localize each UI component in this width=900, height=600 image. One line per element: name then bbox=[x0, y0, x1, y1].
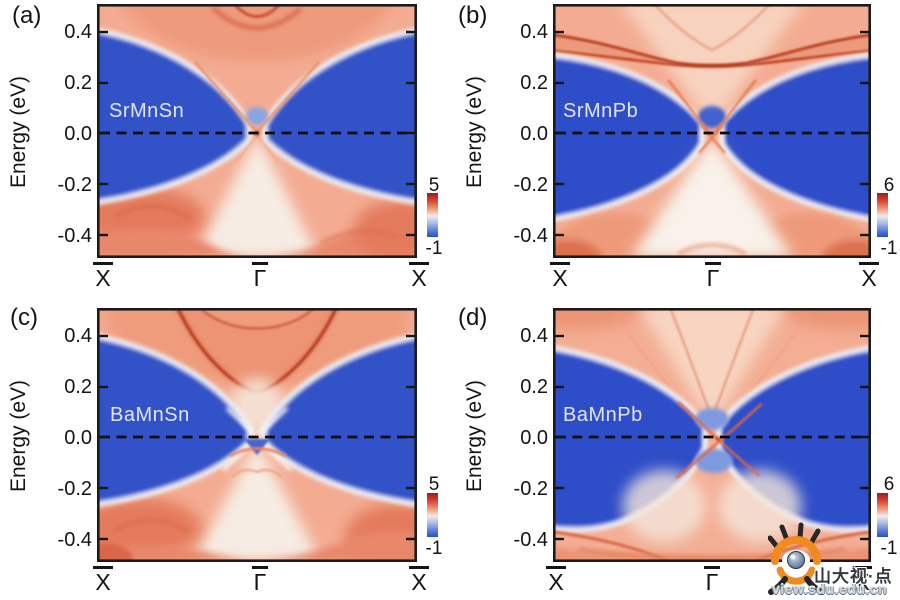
panel-c-kpoint-x-left: X bbox=[83, 566, 123, 596]
panel-a-colorbar bbox=[427, 193, 438, 237]
panel-c-ytick--0.4: -0.4 bbox=[57, 529, 92, 551]
axis-ticks bbox=[554, 334, 870, 541]
panel-d-ytick-0.4: 0.4 bbox=[520, 325, 548, 347]
panel-c-y-axis-label: Energy (eV) bbox=[7, 379, 30, 493]
plot-border bbox=[97, 4, 417, 258]
panel-b-colorbar bbox=[877, 193, 888, 237]
axis-ticks bbox=[99, 334, 415, 541]
panel-c-colorbar-max: 5 bbox=[428, 474, 440, 495]
panel-d-ytick--0.2: -0.2 bbox=[513, 478, 548, 500]
axis-ticks bbox=[99, 30, 415, 237]
panel-c-letter: (c) bbox=[10, 304, 38, 331]
panel-c-kpoint-gamma: Γ bbox=[240, 566, 280, 596]
spectral-art-b bbox=[553, 4, 871, 258]
panel-b-ytick--0.2: -0.2 bbox=[513, 174, 548, 196]
panel-a-ytick-0.2: 0.2 bbox=[64, 72, 92, 94]
spectral-art-c bbox=[97, 308, 417, 562]
panel-a-ytick--0.2: -0.2 bbox=[57, 174, 92, 196]
panel-a-letter: (a) bbox=[12, 2, 42, 29]
panel-d-ytick--0.4: -0.4 bbox=[513, 529, 548, 551]
panel-d-ytick-0.0: 0.0 bbox=[520, 427, 548, 449]
axis-ticks bbox=[554, 30, 870, 237]
panel-b-letter: (b) bbox=[458, 2, 488, 29]
panel-a-kpoint-gamma: Γ bbox=[240, 262, 280, 292]
panel-c-ytick--0.2: -0.2 bbox=[57, 478, 92, 500]
panel-b-ytick-0.2: 0.2 bbox=[520, 72, 548, 94]
panel-a-colorbar-min: -1 bbox=[425, 238, 443, 259]
panel-a-kpoint-x-left: X bbox=[83, 262, 123, 292]
panel-b-ytick-0.0: 0.0 bbox=[520, 123, 548, 145]
panel-d-y-axis-label: Energy (eV) bbox=[463, 379, 486, 493]
panel-b-kpoint-gamma: Γ bbox=[693, 262, 733, 292]
panel-d-heatmap bbox=[553, 308, 871, 562]
panel-a-ytick-0.4: 0.4 bbox=[64, 21, 92, 43]
panel-d-kpoint-x-right: X bbox=[842, 566, 882, 596]
panel-c-plot: BaMnSn bbox=[97, 308, 417, 562]
panel-b-kpoint-x-left: X bbox=[540, 262, 580, 292]
panel-c-heatmap bbox=[97, 308, 417, 562]
panel-b-y-axis-label: Energy (eV) bbox=[463, 75, 486, 189]
panel-d-kpoint-x-left: X bbox=[536, 566, 576, 596]
panel-b-heatmap bbox=[553, 4, 871, 258]
plot-border bbox=[553, 308, 871, 562]
spectral-art-d bbox=[553, 308, 871, 562]
panel-b-kpoint-x-right: X bbox=[849, 262, 889, 292]
panel-d-letter: (d) bbox=[458, 304, 488, 331]
panel-a-y-axis-label: Energy (eV) bbox=[7, 75, 30, 189]
panel-c-ytick-0.4: 0.4 bbox=[64, 325, 92, 347]
watermark-url: view.sdu.edu.cn bbox=[772, 581, 888, 597]
panel-a-kpoint-x-right: X bbox=[399, 262, 439, 292]
panel-b-plot: SrMnPb bbox=[553, 4, 871, 258]
panel-a-ytick--0.4: -0.4 bbox=[57, 225, 92, 247]
panel-d-colorbar bbox=[877, 493, 888, 537]
spectral-art-a bbox=[97, 4, 417, 258]
panel-c-colorbar bbox=[427, 493, 438, 537]
panel-a-heatmap bbox=[97, 4, 417, 258]
panel-c-compound-label: BaMnSn bbox=[110, 404, 190, 426]
eye-logo-icon bbox=[768, 522, 824, 595]
panel-b-compound-label: SrMnPb bbox=[563, 100, 639, 122]
panel-a-compound-label: SrMnSn bbox=[109, 100, 185, 122]
panel-c-colorbar-min: -1 bbox=[425, 538, 443, 559]
watermark: 山大视·点 view.sdu.edu.cn bbox=[768, 522, 900, 600]
panel-a-plot: SrMnSn bbox=[97, 4, 417, 258]
plot-border bbox=[97, 308, 417, 562]
panel-b-colorbar-max: 6 bbox=[883, 175, 895, 196]
panel-a-ytick-0.0: 0.0 bbox=[64, 123, 92, 145]
panel-c-kpoint-x-right: X bbox=[399, 566, 439, 596]
panel-d-colorbar-max: 6 bbox=[883, 474, 895, 495]
watermark-title: 山大视·点 bbox=[814, 567, 893, 586]
panel-b-ytick-0.4: 0.4 bbox=[520, 21, 548, 43]
panel-c-ytick-0.2: 0.2 bbox=[64, 376, 92, 398]
panel-a-colorbar-max: 5 bbox=[428, 175, 440, 196]
panel-c-ytick-0.0: 0.0 bbox=[64, 427, 92, 449]
panel-d-kpoint-gamma: Γ bbox=[692, 566, 732, 596]
panel-b-colorbar-min: -1 bbox=[880, 238, 898, 259]
panel-d-plot: BaMnPb bbox=[553, 308, 871, 562]
panel-d-ytick-0.2: 0.2 bbox=[520, 376, 548, 398]
plot-border bbox=[553, 4, 871, 258]
panel-d-colorbar-min: -1 bbox=[880, 538, 898, 559]
panel-b-ytick--0.4: -0.4 bbox=[513, 225, 548, 247]
panel-d-compound-label: BaMnPb bbox=[563, 404, 643, 426]
